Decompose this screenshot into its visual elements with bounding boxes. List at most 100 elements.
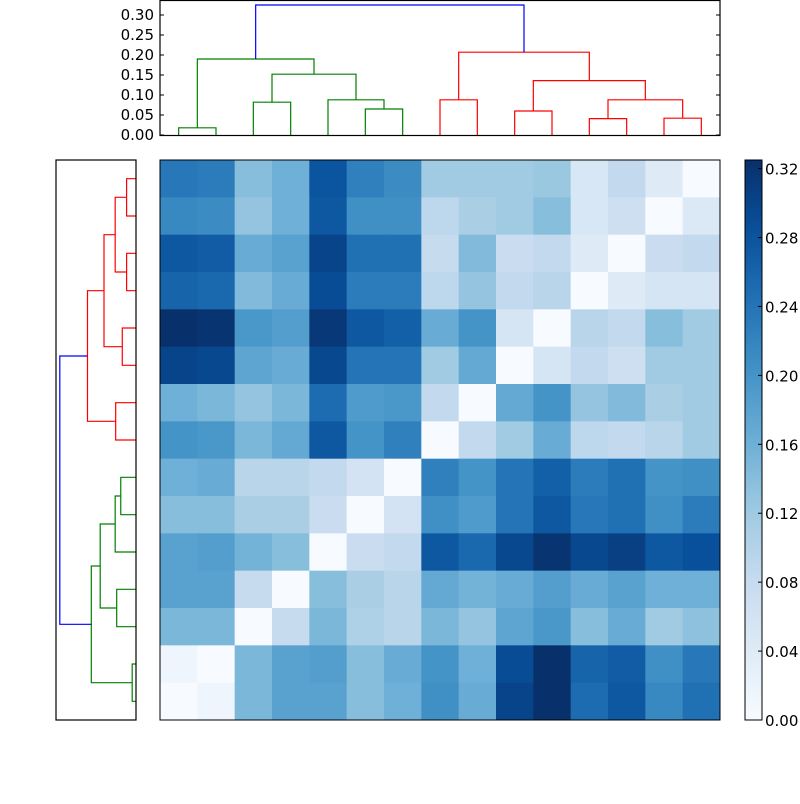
heatmap-cell bbox=[496, 682, 534, 721]
heatmap-cell bbox=[272, 309, 310, 348]
heatmap-cell bbox=[608, 645, 646, 684]
heatmap-cell bbox=[570, 570, 609, 609]
heatmap-cell bbox=[234, 272, 273, 310]
heatmap-cell bbox=[272, 234, 310, 273]
y-tick-label: 0.15 bbox=[121, 66, 154, 84]
heatmap-cell bbox=[346, 346, 385, 385]
heatmap-cell bbox=[682, 421, 721, 460]
dendrogram-link bbox=[458, 51, 590, 100]
heatmap-cell bbox=[160, 682, 198, 721]
dendrogram-link bbox=[120, 476, 136, 516]
heatmap-cell bbox=[458, 160, 497, 198]
heatmap-cell bbox=[384, 234, 422, 273]
heatmap bbox=[159, 159, 721, 721]
heatmap-cell bbox=[458, 309, 497, 348]
heatmap-cell bbox=[197, 309, 236, 348]
heatmap-cell bbox=[645, 160, 684, 198]
heatmap-cell bbox=[458, 570, 497, 609]
heatmap-cell bbox=[309, 197, 348, 236]
heatmap-cell bbox=[496, 570, 534, 609]
heatmap-cell bbox=[309, 309, 348, 348]
heatmap-cell bbox=[384, 272, 422, 310]
heatmap-cell bbox=[570, 309, 609, 348]
heatmap-cell bbox=[608, 533, 646, 572]
heatmap-cell bbox=[272, 458, 310, 497]
heatmap-cell bbox=[570, 160, 609, 198]
heatmap-cell bbox=[458, 384, 497, 422]
heatmap-cell bbox=[309, 234, 348, 273]
heatmap-cell bbox=[234, 384, 273, 422]
heatmap-cell bbox=[570, 608, 609, 646]
heatmap-cell bbox=[309, 496, 348, 534]
heatmap-cell bbox=[346, 160, 385, 198]
heatmap-cell bbox=[346, 384, 385, 422]
heatmap-cell bbox=[346, 272, 385, 310]
colorbar-gradient bbox=[744, 159, 763, 721]
heatmap-cell bbox=[160, 458, 198, 497]
heatmap-cell bbox=[645, 608, 684, 646]
heatmap-cell bbox=[272, 645, 310, 684]
colorbar-tick-label: 0.04 bbox=[765, 643, 798, 661]
heatmap-cell bbox=[533, 272, 572, 310]
heatmap-cell bbox=[309, 160, 348, 198]
dendrogram-link bbox=[121, 327, 136, 366]
dendrogram-link bbox=[86, 290, 116, 422]
heatmap-cell bbox=[197, 458, 236, 497]
heatmap-cell bbox=[645, 458, 684, 497]
heatmap-cell bbox=[197, 533, 236, 572]
heatmap-cell bbox=[234, 533, 273, 572]
heatmap-cell bbox=[384, 384, 422, 422]
heatmap-cell bbox=[384, 608, 422, 646]
dendrogram-link bbox=[327, 99, 385, 135]
heatmap-cell bbox=[346, 496, 385, 534]
heatmap-cell bbox=[608, 234, 646, 273]
heatmap-cell bbox=[234, 309, 273, 348]
heatmap-cell bbox=[346, 682, 385, 721]
heatmap-cell bbox=[458, 682, 497, 721]
heatmap-cell bbox=[234, 234, 273, 273]
heatmap-cell bbox=[309, 421, 348, 460]
heatmap-cell bbox=[309, 458, 348, 497]
heatmap-cell bbox=[309, 645, 348, 684]
heatmap-cell bbox=[346, 570, 385, 609]
heatmap-cell bbox=[197, 682, 236, 721]
heatmap-cell bbox=[570, 384, 609, 422]
heatmap-cell bbox=[160, 309, 198, 348]
y-tick-label: 0.20 bbox=[121, 46, 154, 64]
heatmap-cell bbox=[496, 533, 534, 572]
heatmap-cell bbox=[682, 682, 721, 721]
heatmap-cell bbox=[533, 421, 572, 460]
heatmap-cell bbox=[421, 272, 460, 310]
heatmap-cell bbox=[309, 346, 348, 385]
heatmap-cell bbox=[645, 570, 684, 609]
heatmap-cell bbox=[346, 234, 385, 273]
heatmap-cell bbox=[234, 160, 273, 198]
heatmap-cell bbox=[272, 197, 310, 236]
heatmap-cell bbox=[160, 533, 198, 572]
heatmap-cell bbox=[421, 496, 460, 534]
heatmap-cell bbox=[496, 346, 534, 385]
heatmap-cell bbox=[496, 234, 534, 273]
heatmap-cell bbox=[421, 160, 460, 198]
heatmap-cell bbox=[346, 197, 385, 236]
heatmap-cell bbox=[682, 160, 721, 198]
heatmap-cell bbox=[682, 384, 721, 422]
heatmap-cell bbox=[160, 645, 198, 684]
heatmap-cell bbox=[272, 421, 310, 460]
y-tick-label: 0.30 bbox=[121, 6, 154, 24]
heatmap-cell bbox=[645, 234, 684, 273]
heatmap-cell bbox=[458, 197, 497, 236]
heatmap-cell bbox=[533, 608, 572, 646]
heatmap-cell bbox=[421, 384, 460, 422]
colorbar: 0.00 0.04 0.08 0.12 0.16 0.20 0.24 0.28 0.32 bbox=[744, 159, 798, 730]
heatmap-cell bbox=[272, 533, 310, 572]
heatmap-cell bbox=[608, 384, 646, 422]
dendrogram-link bbox=[196, 58, 315, 128]
heatmap-cell bbox=[682, 496, 721, 534]
dendrogram-link bbox=[115, 402, 136, 441]
heatmap-cell bbox=[346, 608, 385, 646]
colorbar-tick-label: 0.16 bbox=[765, 436, 798, 454]
left-dendrogram-frame bbox=[55, 159, 137, 721]
heatmap-cell bbox=[496, 458, 534, 497]
